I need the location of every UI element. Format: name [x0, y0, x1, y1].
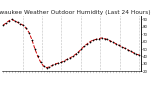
Title: Milwaukee Weather Outdoor Humidity (Last 24 Hours): Milwaukee Weather Outdoor Humidity (Last… [0, 10, 151, 15]
